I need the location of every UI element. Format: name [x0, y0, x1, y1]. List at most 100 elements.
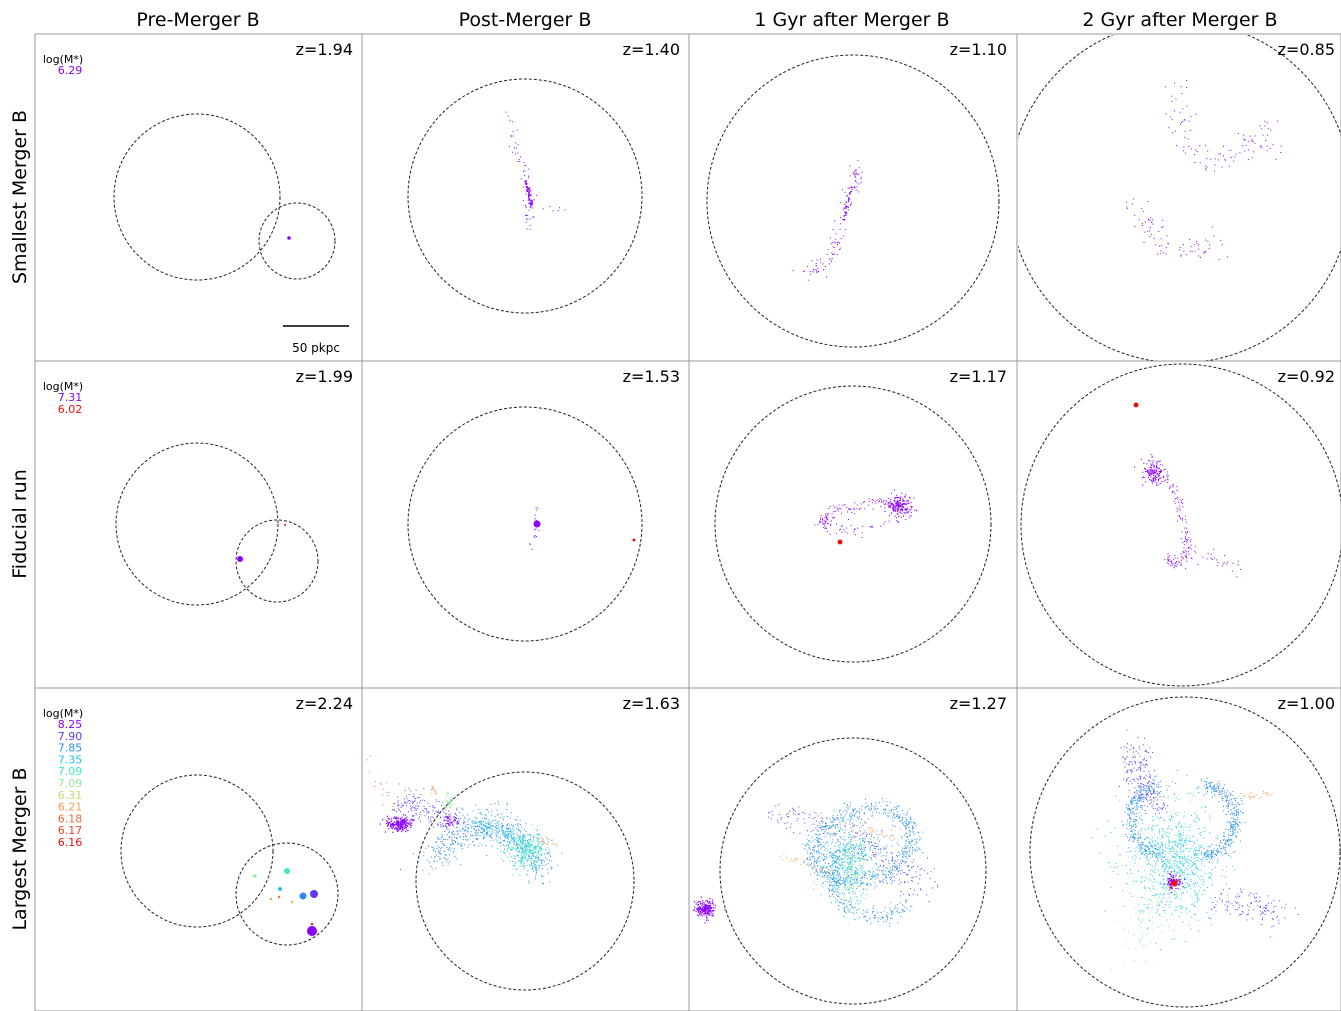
particle [858, 848, 860, 850]
particle [1136, 770, 1138, 771]
particle [787, 816, 789, 818]
particle [912, 840, 914, 842]
particle [843, 848, 845, 850]
particle [501, 841, 503, 843]
particle [1236, 811, 1238, 813]
particle [537, 852, 539, 854]
particle [854, 856, 856, 858]
particle [844, 204, 846, 205]
particle [1167, 478, 1169, 480]
particle [889, 867, 891, 869]
particle [903, 909, 905, 911]
particle [417, 861, 419, 863]
column-title-pre-merger: Pre-Merger B [136, 9, 260, 31]
particle [897, 909, 898, 911]
particle [831, 857, 833, 859]
particle [864, 508, 866, 510]
particle [864, 841, 866, 843]
particle [519, 860, 521, 862]
particle [528, 202, 530, 204]
particle [897, 510, 899, 512]
particle [1158, 806, 1160, 808]
particle [461, 807, 463, 809]
particle [897, 505, 899, 507]
particle [870, 884, 872, 885]
particle [820, 848, 822, 850]
particle [838, 860, 840, 862]
particle [538, 529, 540, 531]
particle [520, 839, 522, 841]
particle [816, 860, 818, 862]
particle [873, 837, 875, 839]
particle [861, 818, 863, 820]
particle [426, 859, 428, 861]
particle [816, 829, 818, 831]
particle [540, 846, 542, 848]
particle [536, 833, 538, 835]
particle [835, 875, 837, 877]
particle [542, 883, 543, 885]
particle [896, 502, 898, 504]
particle [698, 906, 700, 908]
particle [1230, 827, 1231, 829]
particle [447, 839, 449, 841]
particle [432, 787, 434, 789]
particle [845, 861, 847, 863]
particle [838, 905, 840, 907]
particle [521, 860, 523, 862]
particle [517, 144, 519, 146]
particle [388, 818, 390, 820]
particle [520, 845, 522, 847]
particle [833, 873, 835, 875]
particle [843, 844, 845, 846]
particle [848, 924, 849, 926]
particle [865, 821, 867, 823]
particle-layer [693, 798, 939, 927]
particle [1183, 547, 1185, 549]
particle [474, 817, 476, 818]
particle [870, 809, 872, 811]
particle [839, 883, 841, 885]
particle [1207, 240, 1209, 242]
particle [522, 834, 524, 836]
particle [812, 829, 814, 831]
particle [874, 845, 876, 847]
particle [521, 856, 523, 858]
particle [500, 838, 502, 840]
particle [898, 883, 900, 885]
particle [894, 860, 896, 861]
particle [869, 871, 871, 873]
particle [932, 887, 934, 889]
particle [1177, 520, 1179, 522]
particle [854, 851, 856, 853]
particle [520, 858, 522, 860]
particle [707, 912, 709, 914]
particle [851, 512, 853, 513]
particle [702, 906, 704, 908]
particle [534, 517, 536, 519]
particle [858, 848, 860, 850]
particle [883, 878, 885, 880]
particle [1232, 841, 1234, 843]
particle [507, 832, 509, 834]
particle [859, 859, 861, 861]
particle [483, 833, 485, 835]
particle [533, 849, 535, 851]
particle [825, 516, 827, 518]
particle [845, 846, 847, 848]
particle [827, 249, 829, 251]
particle [814, 851, 815, 853]
particle [862, 850, 864, 852]
particle [394, 816, 396, 818]
particle [819, 852, 821, 854]
particle [1167, 556, 1169, 558]
particle [810, 858, 812, 860]
particle [876, 877, 878, 878]
particle [831, 878, 833, 879]
particle [1253, 151, 1255, 153]
particle [506, 833, 508, 835]
particle [887, 812, 889, 814]
particle [834, 880, 836, 882]
particle [803, 270, 805, 272]
particle [700, 913, 702, 915]
